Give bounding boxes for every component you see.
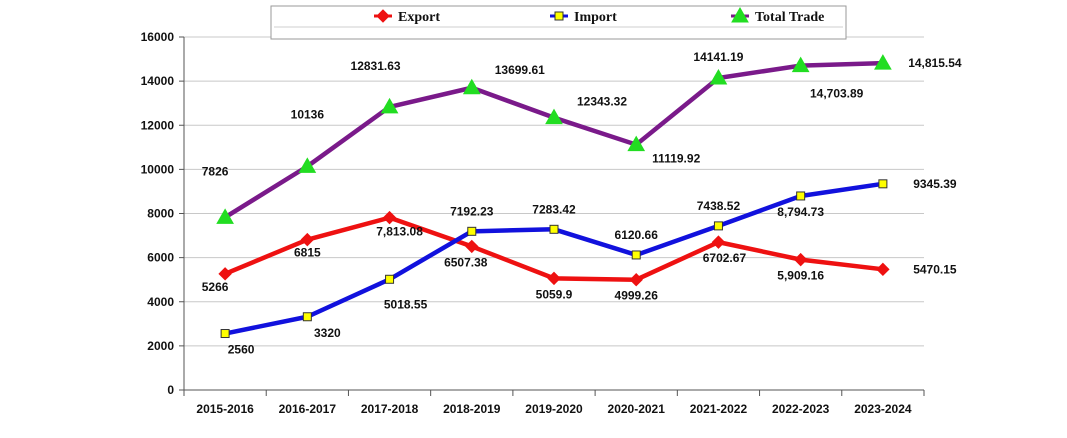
y-tick-label: 0	[167, 383, 174, 397]
data-point-export	[382, 210, 397, 225]
series-line-total-trade	[222, 60, 886, 220]
data-point-import	[878, 179, 888, 189]
x-tick-label-2017-2018: 2017-2018	[361, 402, 419, 416]
data-label-total-trade: 14,815.54	[908, 56, 962, 70]
legend-box	[270, 5, 847, 40]
y-tick-label: 4000	[147, 295, 174, 309]
y-tick-label: 12000	[141, 118, 175, 132]
legend-item-export: Export	[374, 9, 440, 25]
data-label-import: 8,794.73	[777, 205, 824, 219]
x-tick-label-2016-2017: 2016-2017	[279, 402, 337, 416]
legend: Export Import Total Trade	[270, 5, 847, 40]
y-tick-label: 8000	[147, 207, 174, 221]
y-tick-label: 6000	[147, 251, 174, 265]
data-point-import	[220, 329, 230, 339]
x-tick-label-2015-2016: 2015-2016	[196, 402, 254, 416]
legend-item-total-trade: Total Trade	[731, 6, 824, 25]
data-point-export	[629, 272, 643, 287]
data-label-total-trade: 12831.63	[351, 59, 401, 73]
data-label-total-trade: 13699.61	[495, 63, 545, 77]
data-point-import	[713, 221, 723, 231]
legend-label-total-trade: Total Trade	[755, 10, 824, 25]
data-label-export: 5266	[202, 280, 229, 294]
data-point-total-trade	[380, 97, 399, 114]
data-label-export: 5059.9	[536, 287, 573, 301]
data-label-import: 5018.55	[384, 297, 428, 311]
y-tick-label: 10000	[141, 162, 175, 176]
y-tick-label: 14000	[141, 74, 175, 88]
x-tick-label-2020-2021: 2020-2021	[608, 402, 666, 416]
data-point-total-trade	[791, 56, 810, 73]
data-point-import	[631, 250, 641, 260]
data-point-total-trade	[462, 78, 481, 95]
data-point-total-trade	[627, 135, 646, 152]
legend-item-import: Import	[550, 10, 617, 25]
legend-marker-export	[376, 9, 390, 23]
data-point-export	[218, 267, 232, 281]
data-label-export: 6507.38	[444, 255, 488, 269]
data-label-import: 6120.66	[615, 228, 659, 242]
data-point-total-trade	[874, 54, 892, 70]
data-label-export: 5,909.16	[777, 269, 824, 283]
data-point-total-trade	[709, 69, 728, 85]
data-label-total-trade: 14141.19	[693, 50, 743, 64]
legend-marker-total-trade	[731, 6, 749, 23]
data-point-total-trade	[298, 157, 317, 173]
data-label-total-trade: 10136	[291, 107, 325, 121]
data-label-import: 2560	[228, 343, 255, 357]
x-tick-label-2018-2019: 2018-2019	[443, 402, 501, 416]
data-label-export: 5470.15	[913, 262, 957, 276]
data-point-export	[876, 262, 890, 277]
data-label-layer: 5266 6815 7,813.08 6507.38 5059.9 4999.26 6702…	[202, 50, 962, 357]
data-point-export	[300, 232, 315, 247]
axis-layer: 0 2000 4000 6000 8000 10000 12000 14000 16000 201…	[141, 30, 925, 416]
x-tick-label-2022-2023: 2022-2023	[772, 402, 830, 416]
y-tick-label: 2000	[147, 339, 174, 353]
data-point-import	[385, 274, 395, 284]
data-label-import: 7283.42	[532, 202, 576, 216]
data-point-import	[302, 312, 312, 322]
data-point-export	[465, 239, 479, 254]
legend-label-import: Import	[574, 10, 617, 25]
data-point-import	[549, 224, 559, 234]
data-point-export	[547, 271, 561, 286]
data-label-import: 7192.23	[450, 204, 494, 218]
data-point-total-trade	[216, 208, 234, 224]
data-label-import: 9345.39	[913, 177, 957, 191]
legend-marker-import	[554, 11, 564, 21]
x-tick-label-2023-2024: 2023-2024	[854, 402, 912, 416]
data-point-export	[793, 252, 808, 267]
data-label-import: 3320	[314, 326, 341, 340]
data-point-import	[796, 191, 806, 201]
data-point-export	[711, 235, 726, 249]
data-label-import: 7438.52	[697, 199, 741, 213]
data-point-total-trade	[545, 108, 563, 125]
data-label-total-trade: 11119.92	[652, 152, 700, 166]
data-label-total-trade: 12343.32	[577, 95, 627, 109]
y-tick-label: 16000	[141, 30, 175, 44]
legend-label-export: Export	[398, 10, 440, 25]
x-tick-label-2019-2020: 2019-2020	[525, 402, 583, 416]
data-label-export: 6815	[294, 246, 321, 260]
data-label-export: 4999.26	[615, 289, 659, 303]
data-label-export: 7,813.08	[376, 225, 423, 239]
data-point-import	[467, 226, 477, 236]
x-tick-label-2021-2022: 2021-2022	[690, 402, 748, 416]
data-label-total-trade: 7826	[202, 164, 229, 178]
series-layer	[216, 54, 892, 339]
data-label-export: 6702.67	[703, 251, 747, 265]
data-label-total-trade: 14,703.89	[810, 87, 864, 101]
